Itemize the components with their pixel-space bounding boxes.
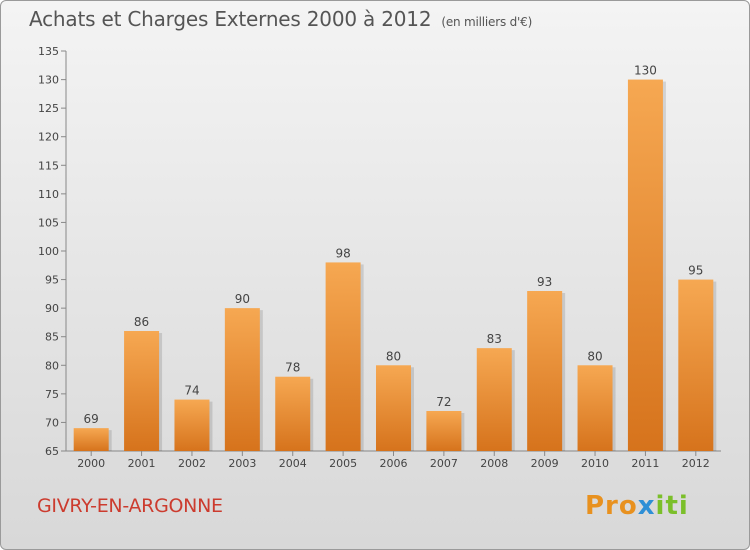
y-tick-label: 70 [45, 416, 59, 429]
x-tick-label: 2008 [480, 457, 508, 470]
x-tick-label: 2006 [380, 457, 408, 470]
x-tick-label: 2004 [279, 457, 307, 470]
bar-value-label: 93 [537, 275, 552, 289]
bar [527, 291, 563, 451]
x-tick-label: 2009 [531, 457, 559, 470]
x-tick-label: 2003 [228, 457, 256, 470]
bar [325, 262, 361, 451]
bar [275, 376, 311, 451]
y-tick-label: 95 [45, 274, 59, 287]
bar [174, 399, 210, 451]
x-tick-label: 2000 [77, 457, 105, 470]
bar-value-label: 86 [134, 315, 149, 329]
bar-value-label: 78 [285, 361, 300, 375]
commune-name: GIVRY-EN-ARGONNE [37, 495, 223, 517]
y-tick-label: 85 [45, 331, 59, 344]
y-tick-label: 105 [38, 216, 59, 229]
bar-value-label: 90 [235, 292, 250, 306]
bar [224, 308, 260, 451]
x-tick-label: 2007 [430, 457, 458, 470]
bar-value-label: 69 [84, 412, 99, 426]
bar-value-label: 80 [587, 349, 602, 363]
bar [627, 79, 663, 452]
bar [678, 279, 714, 451]
x-tick-label: 2011 [631, 457, 659, 470]
title-text: Achats et Charges Externes 2000 à 2012 [29, 7, 432, 31]
bar-value-label: 83 [487, 332, 502, 346]
bar [73, 428, 109, 451]
y-tick-label: 125 [38, 102, 59, 115]
y-tick-label: 75 [45, 388, 59, 401]
y-tick-label: 110 [38, 188, 59, 201]
bar [577, 365, 613, 451]
bar-value-label: 72 [436, 395, 451, 409]
bar-value-label: 95 [688, 264, 703, 278]
y-tick-label: 120 [38, 131, 59, 144]
x-tick-label: 2001 [128, 457, 156, 470]
y-tick-label: 100 [38, 245, 59, 258]
bar-value-label: 130 [634, 64, 657, 78]
y-tick-label: 90 [45, 302, 59, 315]
x-tick-label: 2012 [682, 457, 710, 470]
y-tick-label: 135 [38, 45, 59, 58]
y-tick-label: 65 [45, 445, 59, 458]
title-unit: (en milliers d'€) [441, 15, 533, 29]
proxiti-logo: Proxiti [585, 491, 689, 521]
bar [376, 365, 411, 451]
x-tick-label: 2010 [581, 457, 609, 470]
bar-value-label: 80 [386, 349, 401, 363]
y-tick-label: 130 [38, 74, 59, 87]
x-tick-label: 2005 [329, 457, 357, 470]
bar [476, 348, 512, 451]
bar [124, 331, 160, 451]
bar [426, 411, 462, 451]
x-tick-label: 2002 [178, 457, 206, 470]
chart-title: Achats et Charges Externes 2000 à 2012 (e… [29, 7, 532, 31]
y-tick-label: 80 [45, 359, 59, 372]
bar-value-label: 98 [335, 246, 350, 260]
bar-value-label: 74 [184, 384, 199, 398]
y-tick-label: 115 [38, 159, 59, 172]
